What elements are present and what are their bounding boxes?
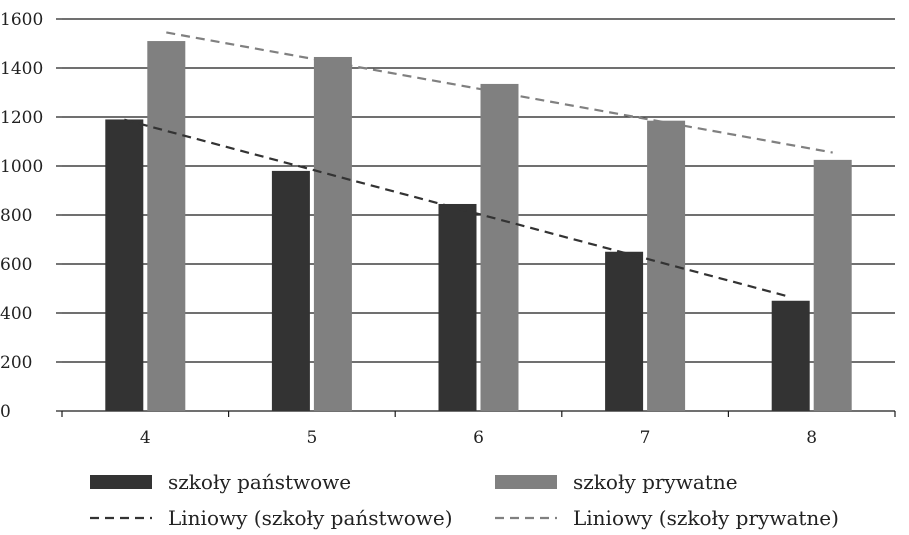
y-tick-label: 0 <box>0 402 11 422</box>
x-tick-label: 4 <box>140 428 151 448</box>
legend-label: szkoły prywatne <box>573 470 738 494</box>
axes: 0 200 400 600 800 1000 1200 1400 1600 4 5 6 7 8 <box>0 10 896 448</box>
y-tick-label: 200 <box>0 353 32 373</box>
legend-swatch <box>495 475 557 489</box>
trendline-szkoly-panstwowe <box>124 118 791 299</box>
x-tick-label: 8 <box>806 428 817 448</box>
bar-szkoly-prywatne <box>147 41 186 412</box>
bar-szkoly-panstwowe <box>605 251 644 411</box>
y-tick-label: 600 <box>0 255 32 275</box>
y-tick-label: 1600 <box>0 10 43 30</box>
bar-szkoly-prywatne <box>313 56 352 411</box>
trendline-szkoly-prywatne <box>166 31 833 154</box>
y-tick-label: 800 <box>0 206 32 226</box>
bar-szkoly-prywatne <box>647 120 686 412</box>
bar-szkoly-panstwowe <box>771 300 810 411</box>
trendlines <box>124 31 833 299</box>
x-tick-label: 5 <box>306 428 317 448</box>
x-tick-label: 6 <box>473 428 484 448</box>
legend-swatch <box>90 475 152 489</box>
y-tick-label: 1200 <box>0 108 43 128</box>
y-tick-label: 1400 <box>0 59 43 79</box>
bar-szkoly-prywatne <box>480 83 519 412</box>
bar-szkoly-panstwowe <box>271 170 310 411</box>
legend: szkoły państwowe szkoły prywatne Liniowy (… <box>90 470 839 530</box>
bar-szkoly-panstwowe <box>438 203 477 411</box>
legend-label: Liniowy (szkoły prywatne) <box>573 506 839 530</box>
y-tick-label: 400 <box>0 304 32 324</box>
x-tick-label: 7 <box>640 428 651 448</box>
bar-szkoly-prywatne <box>813 159 852 411</box>
bars <box>105 41 852 412</box>
bar-szkoly-panstwowe <box>105 119 144 411</box>
y-tick-label: 1000 <box>0 157 43 177</box>
legend-label: szkoły państwowe <box>168 470 351 494</box>
legend-label: Liniowy (szkoły państwowe) <box>168 506 453 530</box>
